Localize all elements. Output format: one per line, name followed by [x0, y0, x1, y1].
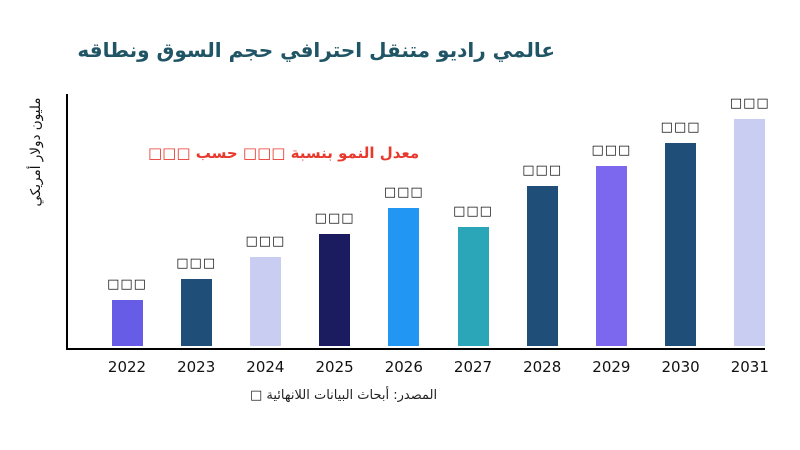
bar-2022 — [111, 300, 143, 346]
y-axis-label: مليون دولار أمريكي — [28, 97, 44, 207]
bar-2026 — [388, 208, 420, 346]
bar-2031 — [734, 119, 766, 346]
x-tick-2030: 2030 — [661, 358, 700, 376]
chart-title: عالمي راديو متنقل احترافي حجم السوق ونطا… — [77, 38, 555, 62]
bar-value-label-2025: □□□ — [314, 211, 355, 226]
bar-2027 — [457, 227, 489, 346]
x-tick-2027: 2027 — [453, 358, 493, 376]
x-tick-2029: 2029 — [592, 358, 631, 376]
bar-2023 — [180, 279, 212, 346]
bar-value-label-2031: □□□ — [729, 96, 770, 111]
x-tick-2028: 2028 — [523, 358, 562, 376]
bar-2030 — [665, 143, 697, 346]
bar-value-label-2026: □□□ — [383, 185, 424, 200]
bar-value-label-2029: □□□ — [591, 143, 632, 158]
bar-value-label-2027: □□□ — [453, 204, 493, 219]
bar-2028 — [526, 186, 558, 346]
x-tick-2025: 2025 — [315, 358, 354, 376]
x-tick-2031: 2031 — [730, 358, 769, 376]
bar-value-label-2024: □□□ — [245, 234, 286, 249]
bar-2024 — [249, 257, 281, 346]
bar-value-label-2023: □□□ — [176, 256, 217, 271]
x-axis-line — [66, 348, 765, 350]
bar-value-label-2022: □□□ — [107, 277, 147, 292]
y-axis-line — [66, 94, 68, 350]
x-tick-2026: 2026 — [384, 358, 423, 376]
plot-area: □□□ 2022 □□□ 2023 □□□ 2024 □□□ 2025 □□□ 2026 □□□ 20… — [66, 94, 769, 376]
x-tick-2024: 2024 — [246, 358, 285, 376]
growth-rate-annotation: معدل النمو بنسبة □□□ حسب □□□ — [148, 144, 420, 162]
bar-value-label-2028: □□□ — [522, 163, 563, 178]
bar-2025 — [319, 234, 351, 346]
x-tick-2022: 2022 — [107, 358, 147, 376]
bar-2029 — [595, 166, 627, 346]
x-tick-2023: 2023 — [177, 358, 216, 376]
source-text: المصدر: أبحاث البيانات اللانهائية □ — [250, 388, 438, 403]
bar-value-label-2030: □□□ — [660, 120, 701, 135]
